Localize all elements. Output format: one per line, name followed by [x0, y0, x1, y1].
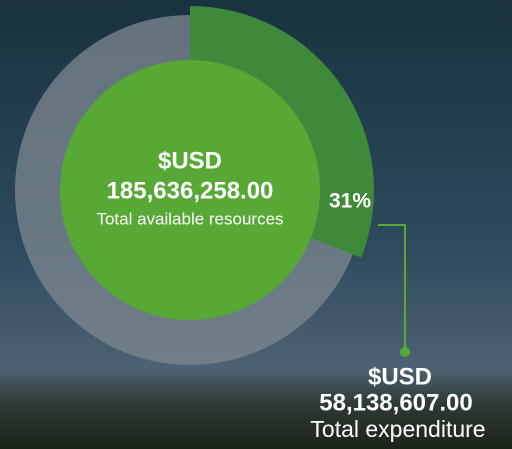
chart: $USD 185,636,258.00 Total available resour…	[0, 0, 512, 449]
segment-currency: $USD	[368, 363, 432, 390]
value-label: 31%	[329, 190, 371, 213]
segment-amount: 58,138,607.00	[319, 389, 472, 416]
segment-label: Total expenditure	[310, 416, 485, 442]
leader-dot	[400, 347, 410, 357]
center-label: Total available resources	[96, 209, 283, 228]
center-amount: 185,636,258.00	[107, 177, 274, 204]
center-currency: $USD	[158, 147, 222, 174]
